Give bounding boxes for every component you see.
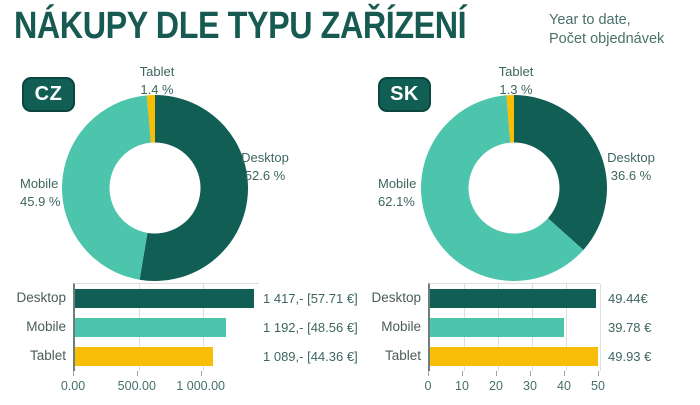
bar-value-label: 1 192,- [48.56 €]	[263, 320, 358, 335]
x-tick-mark	[530, 371, 531, 376]
donut-segment-mobile	[421, 95, 584, 281]
sk-donut-chart	[421, 95, 607, 281]
bar-mobile	[430, 318, 564, 337]
bar-tablet	[430, 347, 598, 366]
bar-plot-area	[428, 283, 601, 371]
sk-desktop-pct: 36.6 %	[610, 167, 652, 183]
subtitle-line1: Year to date,	[549, 12, 631, 28]
cz-tablet-label: Tablet	[139, 64, 175, 79]
bar-value-label: 1 417,- [57.71 €]	[263, 291, 358, 306]
x-tick-label: 1 000.00	[176, 379, 226, 393]
badge-sk: SK	[378, 77, 431, 112]
x-gridline	[600, 284, 601, 371]
sk-mobile-label: Mobile	[378, 176, 417, 191]
donut-segment-desktop	[514, 95, 607, 250]
cz-tablet-pct: 1.4 %	[140, 81, 174, 97]
x-tick-label: 40	[557, 379, 571, 393]
x-tick-label: 0	[424, 379, 432, 393]
x-gridline	[566, 284, 567, 371]
x-tick-mark	[200, 371, 202, 376]
cz-mobile-pct: 45.9 %	[20, 193, 61, 209]
cz-mobile-label: Mobile	[20, 176, 59, 191]
cz-desktop-callout: Desktop 52.6 %	[234, 149, 296, 184]
bar-value-label: 49.44€	[608, 291, 648, 306]
bar-mobile	[75, 318, 226, 337]
bar-category-label: Desktop	[16, 290, 66, 305]
bar-tablet	[75, 347, 213, 366]
bar-plot-area	[73, 283, 259, 371]
bar-value-label: 39.78 €	[608, 320, 652, 335]
sk-mobile-callout: Mobile 62.1%	[378, 175, 416, 210]
x-tick-label: 50	[591, 379, 605, 393]
x-tick-label: 20	[489, 379, 503, 393]
cz-tablet-callout: Tablet 1.4 %	[117, 63, 197, 98]
bar-category-label: Tablet	[29, 348, 66, 363]
bar-value-label: 49.93 €	[608, 349, 652, 364]
x-tick-label: 30	[523, 379, 537, 393]
sk-desktop-label: Desktop	[607, 150, 655, 165]
sk-desktop-callout: Desktop 36.6 %	[599, 149, 663, 184]
page-title: NÁKUPY DLE TYPU ZAŘÍZENÍ	[14, 5, 467, 47]
donut-segment-tablet	[506, 95, 514, 143]
bar-category-label: Desktop	[371, 290, 421, 305]
bar-category-label: Mobile	[381, 319, 421, 334]
x-tick-label: 0.00	[60, 379, 86, 393]
donut-segment-mobile	[62, 95, 152, 280]
x-tick-mark	[598, 371, 599, 376]
bar-desktop	[75, 289, 254, 308]
x-tick-mark	[462, 371, 463, 376]
subtitle: Year to date, Počet objednávek	[549, 11, 664, 49]
cz-bar-chart: 0.00 500.00 1 000.00 Desktop 1 417,- [57.71 …	[0, 283, 358, 405]
badge-cz: CZ	[22, 77, 75, 112]
x-tick-mark	[136, 371, 138, 376]
subtitle-line2: Počet objednávek	[549, 31, 665, 48]
cz-donut-chart	[62, 95, 248, 281]
sk-tablet-callout: Tablet 1.3 %	[476, 63, 556, 98]
sk-tablet-label: Tablet	[498, 64, 534, 79]
x-tick-label: 500.00	[117, 379, 156, 393]
x-tick-mark	[496, 371, 497, 376]
cz-desktop-pct: 52.6 %	[244, 167, 286, 183]
bar-category-label: Mobile	[26, 319, 66, 334]
bar-value-label: 1 089,- [44.36 €]	[263, 349, 358, 364]
donut-segment-tablet	[146, 95, 155, 143]
sk-bar-chart: 0 10 20 30 40 50 Desktop 49.44€ Mobile 39.78 € Tab…	[350, 283, 700, 405]
cz-desktop-label: Desktop	[241, 150, 289, 165]
donut-segment-desktop	[139, 95, 248, 281]
cz-mobile-callout: Mobile 45.9 %	[20, 175, 60, 210]
x-tick-mark	[428, 371, 429, 376]
sk-mobile-pct: 62.1%	[378, 193, 415, 209]
bar-category-label: Tablet	[384, 348, 421, 363]
x-tick-mark	[73, 371, 74, 376]
x-tick-mark	[564, 371, 565, 376]
bar-desktop	[430, 289, 597, 308]
sk-tablet-pct: 1.3 %	[499, 81, 533, 97]
x-tick-label: 10	[455, 379, 469, 393]
